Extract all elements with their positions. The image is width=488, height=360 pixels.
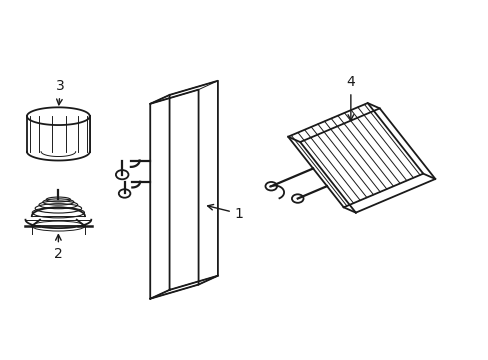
- Text: 3: 3: [56, 79, 65, 105]
- Text: 1: 1: [207, 204, 243, 221]
- Text: 4: 4: [346, 75, 354, 120]
- Text: 2: 2: [54, 235, 62, 261]
